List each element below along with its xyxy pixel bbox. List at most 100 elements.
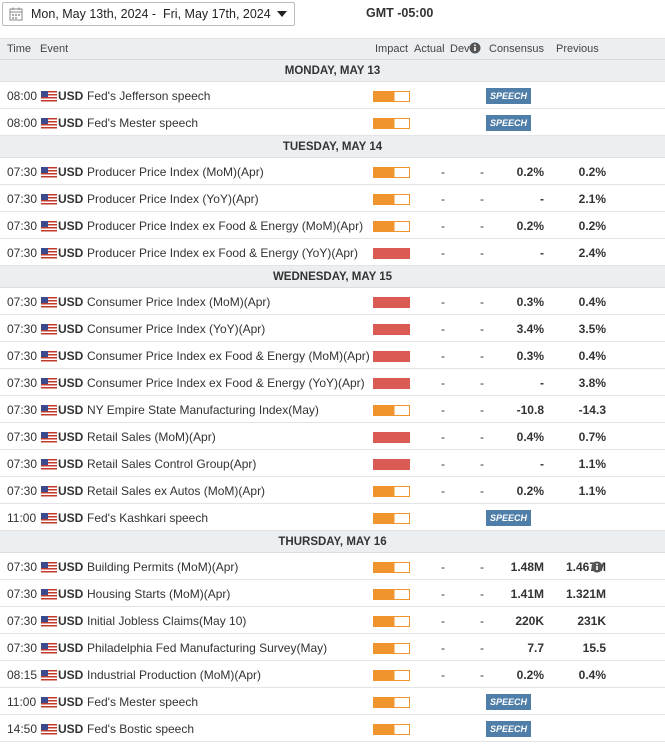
event-row[interactable]: 07:30 USD Housing Starts (MoM)(Apr) - - 1.41M…: [0, 580, 665, 607]
impact-indicator: [373, 351, 410, 362]
event-time: 07:30: [7, 219, 38, 233]
info-icon[interactable]: [469, 42, 481, 54]
impact-indicator: [373, 324, 410, 335]
impact-indicator: [373, 118, 410, 129]
event-row[interactable]: 07:30 USD Producer Price Index (MoM)(Apr) -…: [0, 158, 665, 185]
impact-indicator: [373, 616, 410, 627]
speech-badge: SPEECH: [486, 694, 531, 710]
event-row[interactable]: 07:30 USD Initial Jobless Claims(May 10) - -…: [0, 607, 665, 634]
event-name[interactable]: Building Permits (MoM)(Apr): [87, 560, 239, 574]
impact-indicator: [373, 697, 410, 708]
event-actual: -: [441, 668, 445, 682]
event-name[interactable]: Retail Sales ex Autos (MoM)(Apr): [87, 484, 266, 498]
event-time: 07:30: [7, 192, 38, 206]
column-event: Event: [40, 43, 69, 55]
event-dev: -: [480, 349, 484, 363]
impact-indicator: [373, 643, 410, 654]
calendar-toolbar: Mon, May 13th, 2024 - Fri, May 17th, 202…: [0, 0, 665, 36]
table-body: MONDAY, MAY 13 08:00 USD Fed's Jefferson sp…: [0, 60, 665, 742]
event-actual: -: [441, 322, 445, 336]
event-name[interactable]: Producer Price Index (MoM)(Apr): [87, 165, 264, 179]
event-dev: -: [480, 295, 484, 309]
event-name[interactable]: Consumer Price Index (YoY)(Apr): [87, 322, 266, 336]
event-previous: 231K: [577, 614, 606, 628]
event-consensus: -: [540, 246, 544, 260]
event-time: 08:00: [7, 116, 38, 130]
us-flag-icon: [41, 167, 57, 178]
event-consensus: -: [540, 457, 544, 471]
event-previous: 0.2%: [578, 219, 606, 233]
event-row[interactable]: 11:00 USD Fed's Kashkari speech SPEECH: [0, 504, 665, 531]
event-row[interactable]: 07:30 USD Retail Sales ex Autos (MoM)(Apr)…: [0, 477, 665, 504]
event-row[interactable]: 07:30 USD Retail Sales (MoM)(Apr) - - 0.4% 0.7…: [0, 423, 665, 450]
event-row[interactable]: 07:30 USD Producer Price Index ex Food & E…: [0, 239, 665, 266]
event-row[interactable]: 14:50 USD Fed's Bostic speech SPEECH: [0, 715, 665, 742]
event-row[interactable]: 07:30 USD Building Permits (MoM)(Apr) - - 1.4…: [0, 553, 665, 580]
event-name[interactable]: Fed's Jefferson speech: [87, 89, 211, 103]
event-row[interactable]: 08:00 USD Fed's Mester speech SPEECH: [0, 109, 665, 136]
event-currency: USD: [58, 219, 84, 233]
impact-indicator: [373, 167, 410, 178]
event-actual: -: [441, 165, 445, 179]
impact-indicator: [373, 91, 410, 102]
event-actual: -: [441, 587, 445, 601]
us-flag-icon: [41, 194, 57, 205]
event-dev: -: [480, 403, 484, 417]
event-previous: 1.321M: [565, 587, 606, 601]
event-name[interactable]: Fed's Mester speech: [87, 116, 199, 130]
event-row[interactable]: 07:30 USD Consumer Price Index (YoY)(Apr) -…: [0, 315, 665, 342]
event-row[interactable]: 07:30 USD Retail Sales Control Group(Apr) -…: [0, 450, 665, 477]
event-row[interactable]: 11:00 USD Fed's Mester speech SPEECH: [0, 688, 665, 715]
info-icon[interactable]: [591, 561, 603, 573]
event-name[interactable]: Housing Starts (MoM)(Apr): [87, 587, 231, 601]
event-name[interactable]: Industrial Production (MoM)(Apr): [87, 668, 262, 682]
event-actual: -: [441, 376, 445, 390]
event-name[interactable]: Consumer Price Index (MoM)(Apr): [87, 295, 271, 309]
event-name[interactable]: Producer Price Index ex Food & Energy (M…: [87, 219, 364, 233]
event-row[interactable]: 07:30 USD NY Empire State Manufacturing In…: [0, 396, 665, 423]
event-name[interactable]: Philadelphia Fed Manufacturing Survey(Ma…: [87, 641, 328, 655]
event-name[interactable]: Producer Price Index ex Food & Energy (Y…: [87, 246, 359, 260]
event-consensus: -: [540, 192, 544, 206]
day-header: TUESDAY, MAY 14: [0, 136, 665, 158]
event-name[interactable]: Initial Jobless Claims(May 10): [87, 614, 247, 628]
event-row[interactable]: 07:30 USD Producer Price Index ex Food & E…: [0, 212, 665, 239]
day-header: THURSDAY, MAY 16: [0, 531, 665, 553]
event-previous: 0.4%: [578, 349, 606, 363]
event-name[interactable]: Fed's Mester speech: [87, 695, 199, 709]
event-name[interactable]: Fed's Bostic speech: [87, 722, 195, 736]
event-row[interactable]: 07:30 USD Consumer Price Index ex Food & E…: [0, 369, 665, 396]
event-name[interactable]: NY Empire State Manufacturing Index(May): [87, 403, 319, 417]
event-time: 11:00: [7, 695, 37, 709]
event-consensus: 1.41M: [510, 587, 544, 601]
event-row[interactable]: 07:30 USD Consumer Price Index ex Food & E…: [0, 342, 665, 369]
event-time: 14:50: [7, 722, 38, 736]
event-name[interactable]: Retail Sales (MoM)(Apr): [87, 430, 216, 444]
event-currency: USD: [58, 89, 84, 103]
event-consensus: 0.2%: [516, 668, 544, 682]
date-range-picker[interactable]: Mon, May 13th, 2024 - Fri, May 17th, 202…: [2, 2, 295, 26]
event-row[interactable]: 08:00 USD Fed's Jefferson speech SPEECH: [0, 82, 665, 109]
event-name[interactable]: Retail Sales Control Group(Apr): [87, 457, 257, 471]
event-previous: 0.2%: [578, 165, 606, 179]
event-row[interactable]: 08:15 USD Industrial Production (MoM)(Apr)…: [0, 661, 665, 688]
chevron-down-icon[interactable]: [276, 8, 288, 20]
event-name[interactable]: Consumer Price Index ex Food & Energy (Y…: [87, 376, 365, 390]
event-row[interactable]: 07:30 USD Producer Price Index (YoY)(Apr) -…: [0, 185, 665, 212]
calendar-icon: [7, 5, 25, 23]
event-previous: 0.7%: [578, 430, 606, 444]
event-actual: -: [441, 484, 445, 498]
event-name[interactable]: Consumer Price Index ex Food & Energy (M…: [87, 349, 370, 363]
event-name[interactable]: Fed's Kashkari speech: [87, 511, 209, 525]
event-time: 07:30: [7, 484, 38, 498]
event-previous: 1.1%: [578, 484, 606, 498]
event-consensus: 0.4%: [516, 430, 544, 444]
event-actual: -: [441, 430, 445, 444]
event-row[interactable]: 07:30 USD Consumer Price Index (MoM)(Apr) -…: [0, 288, 665, 315]
event-row[interactable]: 07:30 USD Philadelphia Fed Manufacturing S…: [0, 634, 665, 661]
event-currency: USD: [58, 192, 84, 206]
event-dev: -: [480, 560, 484, 574]
us-flag-icon: [41, 297, 57, 308]
event-name[interactable]: Producer Price Index (YoY)(Apr): [87, 192, 259, 206]
column-previous: Previous: [556, 43, 599, 55]
